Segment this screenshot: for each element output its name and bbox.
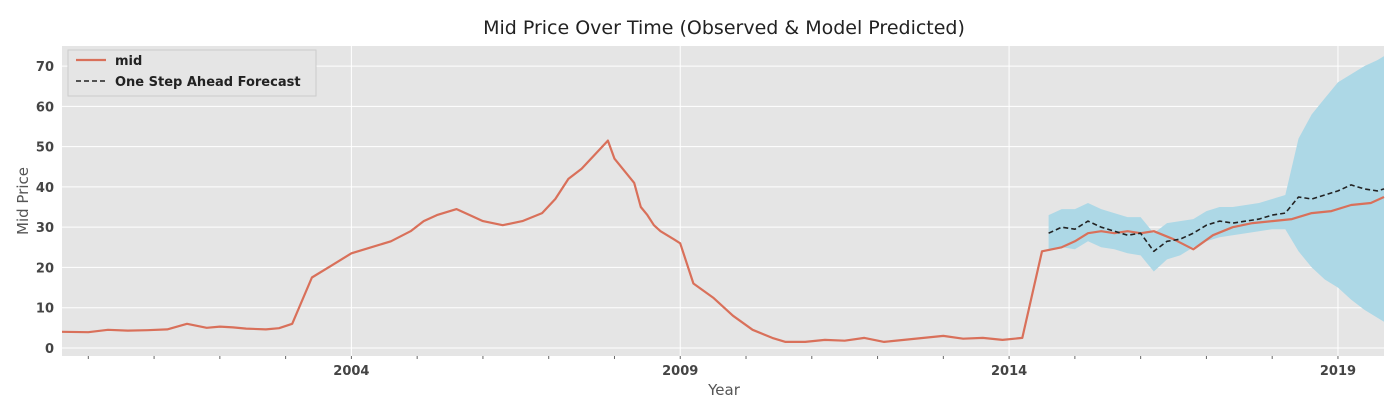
y-tick-labels: 0 10 20 30 40 50 60 70: [36, 60, 54, 357]
legend-label-mid: mid: [115, 54, 142, 69]
y-tick-label: 50: [36, 141, 54, 156]
x-tick-label: 2009: [662, 364, 698, 379]
y-tick-label: 70: [36, 60, 54, 75]
plot-area: [62, 46, 1384, 356]
confidence-band-group: [1048, 56, 1384, 322]
y-tick-label: 20: [36, 261, 54, 276]
chart-title: Mid Price Over Time (Observed & Model Pr…: [483, 17, 965, 39]
x-tick-label: 2004: [333, 364, 369, 379]
series-line-forecast: [1048, 184, 1385, 253]
x-tick-label: 2014: [991, 364, 1027, 379]
confidence-band: [1048, 56, 1384, 322]
legend-label-forecast: One Step Ahead Forecast: [115, 75, 301, 90]
series-group: [61, 139, 1385, 343]
legend-box: [67, 49, 317, 97]
legend: mid One Step Ahead Forecast: [67, 49, 317, 97]
y-tick-label: 60: [36, 100, 54, 115]
minor-ticks: [87, 356, 1339, 359]
series-line-mid: [61, 139, 1385, 343]
y-tick-label: 40: [36, 181, 54, 196]
x-tick-labels: 2004 2009 2014 2019: [333, 364, 1356, 379]
y-tick-label: 0: [45, 342, 54, 357]
x-tick-label: 2019: [1320, 364, 1356, 379]
y-axis-label: Mid Price: [14, 167, 32, 235]
y-tick-label: 10: [36, 302, 54, 317]
y-tick-label: 30: [36, 221, 54, 236]
x-axis-label: Year: [707, 381, 741, 399]
